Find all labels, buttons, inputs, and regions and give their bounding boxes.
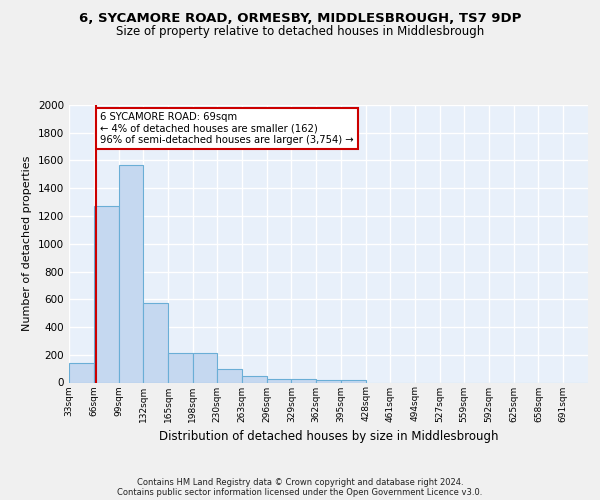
Bar [242, 376, 266, 382]
Bar [266, 378, 292, 382]
Text: 6, SYCAMORE ROAD, ORMESBY, MIDDLESBROUGH, TS7 9DP: 6, SYCAMORE ROAD, ORMESBY, MIDDLESBROUGH… [79, 12, 521, 26]
Bar [193, 352, 217, 382]
Y-axis label: Number of detached properties: Number of detached properties [22, 156, 32, 332]
Bar [316, 380, 341, 382]
Bar [119, 164, 143, 382]
Bar [69, 363, 94, 382]
Text: Size of property relative to detached houses in Middlesbrough: Size of property relative to detached ho… [116, 24, 484, 38]
Bar [341, 380, 365, 382]
Bar [143, 304, 168, 382]
X-axis label: Distribution of detached houses by size in Middlesbrough: Distribution of detached houses by size … [159, 430, 498, 443]
Bar [168, 352, 193, 382]
Bar [94, 206, 119, 382]
Bar [217, 368, 242, 382]
Text: 6 SYCAMORE ROAD: 69sqm
← 4% of detached houses are smaller (162)
96% of semi-det: 6 SYCAMORE ROAD: 69sqm ← 4% of detached … [100, 112, 354, 145]
Bar [292, 379, 316, 382]
Text: Contains HM Land Registry data © Crown copyright and database right 2024.
Contai: Contains HM Land Registry data © Crown c… [118, 478, 482, 497]
